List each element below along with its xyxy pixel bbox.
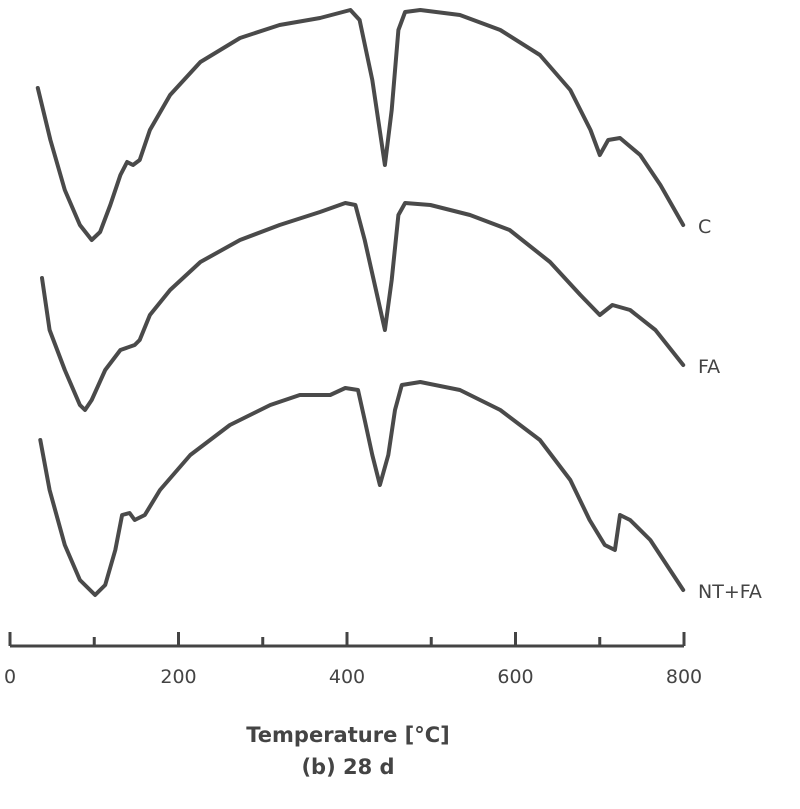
chart-title: (b) 28 d: [301, 755, 394, 779]
series-label: C: [698, 216, 711, 238]
series-labels: C FA NT+FA: [698, 216, 762, 603]
x-tick-label: 0: [4, 666, 16, 688]
x-tick-label: 400: [329, 666, 365, 688]
series-line-fa: [40, 201, 686, 412]
x-tick-label: 800: [666, 666, 702, 688]
series-line-nt-fa: [38, 380, 686, 597]
curves: [35, 8, 686, 597]
x-ticks: [8, 632, 686, 646]
x-tick-label: 200: [160, 666, 196, 688]
series-label: FA: [698, 356, 720, 378]
x-tick-labels: 0 200 400 600 800: [4, 666, 702, 688]
series-label: NT+FA: [698, 581, 762, 603]
x-tick-label: 600: [497, 666, 533, 688]
series-line-c: [35, 8, 686, 242]
x-axis-label: Temperature [°C]: [246, 723, 449, 747]
